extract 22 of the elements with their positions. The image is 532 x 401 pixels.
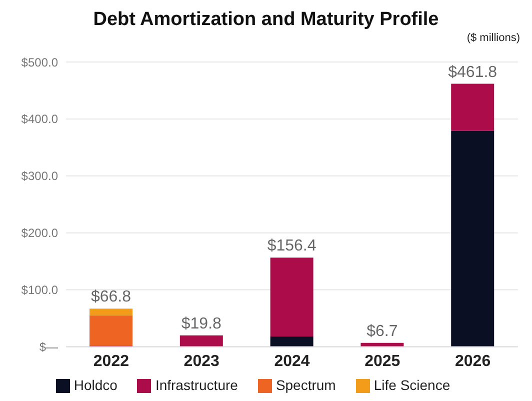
y-tick-label: $300.0 [21,169,58,184]
legend-label: Infrastructure [155,376,238,393]
y-tick-label: $200.0 [21,226,58,240]
x-tick-label: 2023 [184,353,220,370]
y-tick-label: $500.0 [21,55,58,70]
legend-label: Spectrum [276,376,336,393]
x-tick-label: 2025 [364,353,400,370]
chart-title: Debt Amortization and Maturity Profile [92,8,440,32]
total-label: $461.8 [448,64,498,81]
legend-label: Holdco [74,376,118,393]
x-tick-label: 2022 [93,353,130,370]
x-tick-label: 2026 [455,353,491,370]
text: ($ millions) [466,32,520,44]
legend-label: Life Science [374,376,450,393]
total-label: $6.7 [366,322,398,340]
y-tick-label: $100.0 [21,283,58,298]
total-label: $66.8 [90,288,132,306]
x-tick-label: 2024 [274,353,310,370]
total-label: $19.8 [181,315,222,332]
y-tick-label: $400.0 [21,112,58,126]
y-tick-label: $— [39,340,58,354]
total-label: $156.4 [267,238,316,255]
